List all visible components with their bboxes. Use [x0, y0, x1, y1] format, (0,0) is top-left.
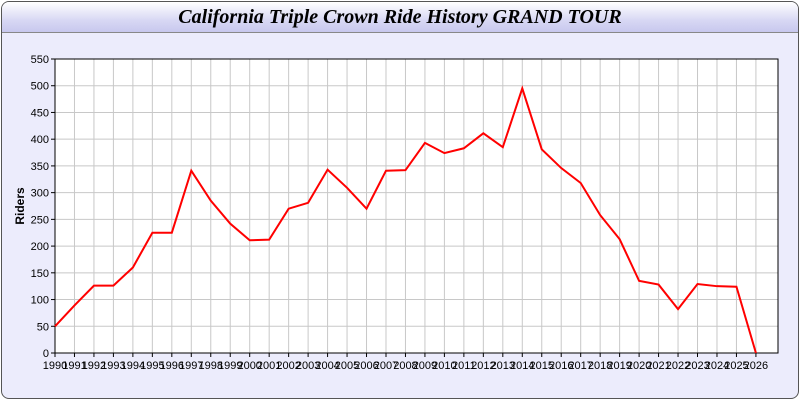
x-tick-label: 1998: [199, 360, 223, 372]
x-tick-label: 2022: [666, 360, 690, 372]
x-tick-label: 2011: [452, 360, 476, 372]
x-tick-label: 2014: [510, 360, 534, 372]
x-tick-label: 2009: [413, 360, 437, 372]
y-tick-label: 350: [31, 161, 49, 173]
y-axis-label: Riders: [13, 187, 27, 225]
chart-title: California Triple Crown Ride History GRA…: [2, 2, 798, 33]
x-tick-label: 2026: [744, 360, 768, 372]
y-tick-label: 450: [31, 107, 49, 119]
x-tick-label: 2001: [257, 360, 281, 372]
y-tick-label: 200: [31, 241, 49, 253]
y-tick-label: 50: [37, 321, 49, 333]
x-tick-label: 1992: [82, 360, 106, 372]
x-tick-label: 2003: [296, 360, 320, 372]
y-tick-label: 0: [43, 348, 49, 360]
y-tick-label: 500: [31, 81, 49, 93]
y-tick-label: 250: [31, 214, 49, 226]
x-tick-label: 2020: [627, 360, 651, 372]
x-tick-label: 2007: [374, 360, 398, 372]
y-tick-label: 400: [31, 134, 49, 146]
x-tick-label: 2023: [685, 360, 709, 372]
x-tick-label: 2019: [607, 360, 631, 372]
x-tick-label: 2002: [276, 360, 300, 372]
x-tick-label: 2024: [705, 360, 729, 372]
x-tick-label: 2010: [432, 360, 456, 372]
x-tick-label: 2017: [568, 360, 592, 372]
y-tick-label: 150: [31, 268, 49, 280]
x-tick-label: 2000: [237, 360, 261, 372]
plot-area: [55, 59, 778, 353]
y-tick-label: 300: [31, 188, 49, 200]
x-tick-label: 1997: [179, 360, 203, 372]
x-tick-label: 2013: [491, 360, 515, 372]
x-tick-label: 1994: [121, 360, 145, 372]
x-tick-label: 2008: [393, 360, 417, 372]
y-tick-label: 100: [31, 295, 49, 307]
x-tick-label: 2005: [335, 360, 359, 372]
x-tick-label: 2006: [354, 360, 378, 372]
x-tick-label: 2021: [646, 360, 670, 372]
x-tick-label: 2012: [471, 360, 495, 372]
x-tick-label: 2004: [315, 360, 339, 372]
x-tick-label: 2016: [549, 360, 573, 372]
y-tick-label: 550: [31, 54, 49, 66]
x-tick-label: 1996: [160, 360, 184, 372]
x-tick-label: 2025: [724, 360, 748, 372]
x-tick-label: 1993: [101, 360, 125, 372]
x-tick-label: 1995: [140, 360, 164, 372]
x-tick-label: 1999: [218, 360, 242, 372]
x-tick-label: 2018: [588, 360, 612, 372]
x-tick-label: 2015: [530, 360, 554, 372]
plot-border: [54, 58, 779, 354]
x-tick-label: 1991: [62, 360, 86, 372]
x-tick-label: 1990: [43, 360, 67, 372]
